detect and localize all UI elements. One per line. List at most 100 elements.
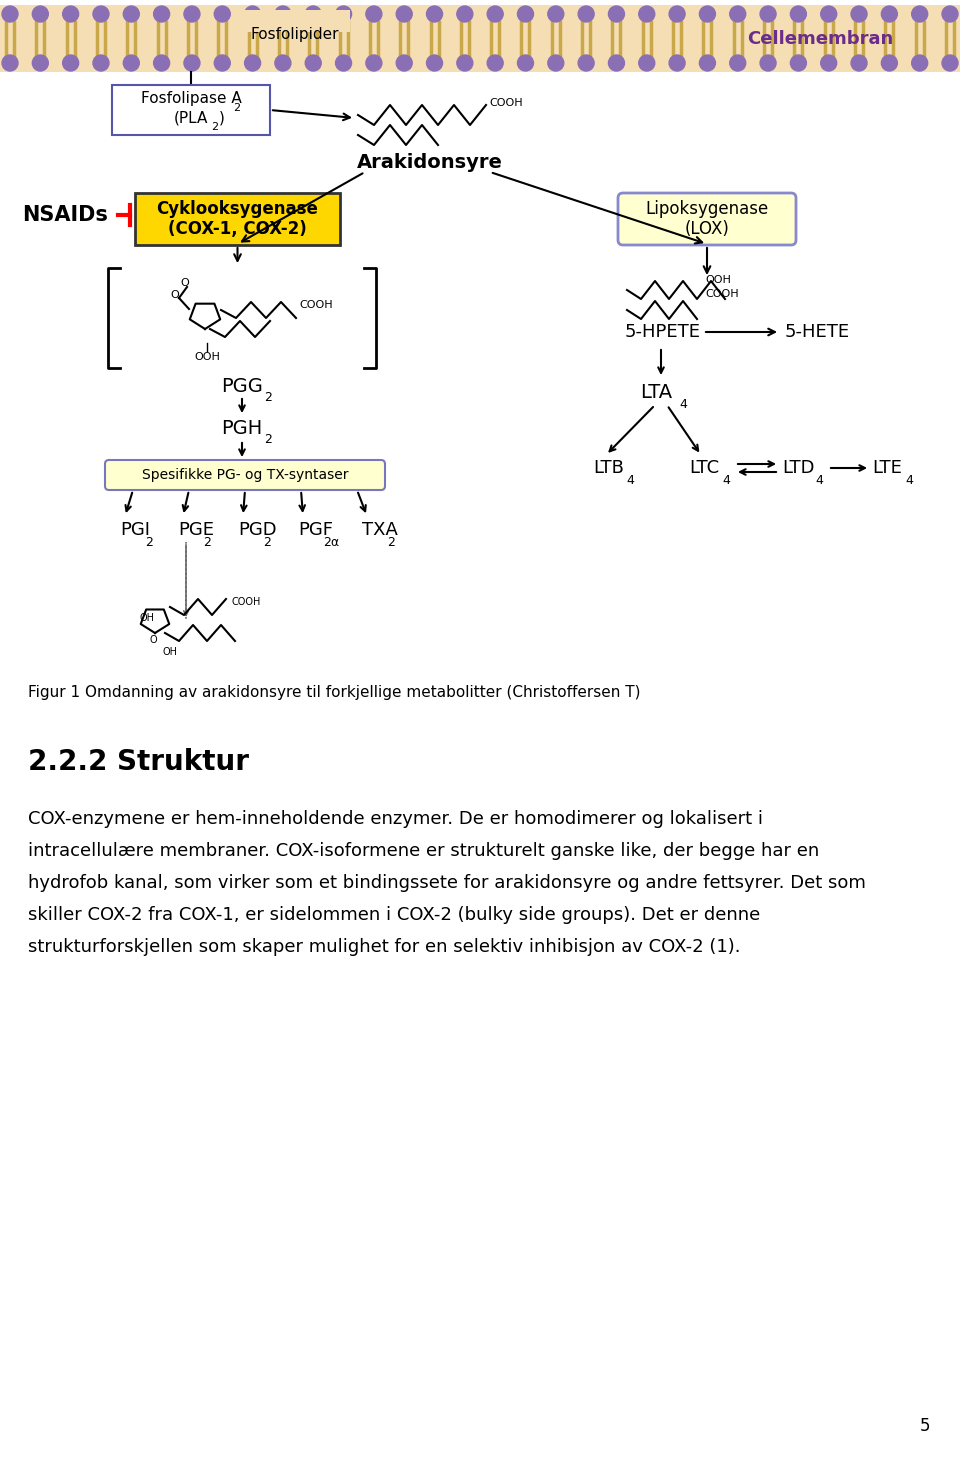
Circle shape (517, 56, 534, 72)
Circle shape (366, 6, 382, 22)
Text: 2: 2 (233, 102, 240, 113)
Circle shape (184, 56, 200, 72)
Text: PGF: PGF (298, 520, 333, 539)
Text: O: O (149, 635, 156, 645)
Circle shape (669, 6, 685, 22)
Circle shape (62, 6, 79, 22)
Text: 4: 4 (626, 474, 634, 487)
Circle shape (93, 6, 109, 22)
Text: skiller COX-2 fra COX-1, er sidelommen i COX-2 (bulky side groups). Det er denne: skiller COX-2 fra COX-1, er sidelommen i… (28, 906, 760, 924)
Text: COOH: COOH (705, 289, 738, 300)
Circle shape (305, 56, 322, 72)
Text: PGI: PGI (120, 520, 150, 539)
Circle shape (245, 56, 260, 72)
Text: 2: 2 (146, 537, 154, 550)
Text: 2: 2 (264, 433, 272, 446)
Circle shape (426, 6, 443, 22)
Circle shape (790, 56, 806, 72)
Text: (COX-1, COX-2): (COX-1, COX-2) (168, 219, 307, 238)
Circle shape (426, 56, 443, 72)
Text: 2: 2 (204, 537, 211, 550)
Circle shape (760, 6, 776, 22)
Text: PGG: PGG (221, 377, 263, 396)
Circle shape (457, 6, 473, 22)
Circle shape (245, 6, 260, 22)
Text: 2: 2 (211, 121, 218, 132)
Circle shape (609, 56, 624, 72)
Circle shape (184, 6, 200, 22)
Circle shape (578, 6, 594, 22)
Text: 2: 2 (264, 390, 272, 404)
Circle shape (821, 6, 837, 22)
Circle shape (942, 6, 958, 22)
Circle shape (396, 6, 412, 22)
Circle shape (881, 6, 898, 22)
Circle shape (881, 56, 898, 72)
Text: Fosfolipase A: Fosfolipase A (140, 92, 241, 107)
Text: O: O (180, 278, 189, 288)
Circle shape (305, 6, 322, 22)
Circle shape (93, 56, 109, 72)
Circle shape (851, 56, 867, 72)
Text: intracellulære membraner. COX-isoformene er strukturelt ganske like, der begge h: intracellulære membraner. COX-isoformene… (28, 842, 819, 860)
Text: 4: 4 (905, 474, 913, 487)
Text: Spesifikke PG- og TX-syntaser: Spesifikke PG- og TX-syntaser (142, 468, 348, 482)
Circle shape (790, 6, 806, 22)
FancyBboxPatch shape (135, 193, 340, 246)
Text: (LOX): (LOX) (684, 219, 730, 238)
Text: 4: 4 (815, 474, 823, 487)
Text: TXA: TXA (362, 520, 397, 539)
Text: LTC: LTC (689, 459, 719, 477)
Text: strukturforskjellen som skaper mulighet for en selektiv inhibisjon av COX-2 (1).: strukturforskjellen som skaper mulighet … (28, 939, 740, 956)
Text: COOH: COOH (231, 596, 260, 607)
Text: PGH: PGH (222, 418, 263, 437)
Circle shape (396, 56, 412, 72)
Circle shape (214, 6, 230, 22)
Text: LTA: LTA (640, 383, 672, 402)
Text: hydrofob kanal, som virker som et bindingssete for arakidonsyre og andre fettsyr: hydrofob kanal, som virker som et bindin… (28, 874, 866, 892)
Text: COOH: COOH (489, 98, 522, 108)
Text: COX-enzymene er hem-inneholdende enzymer. De er homodimerer og lokalisert i: COX-enzymene er hem-inneholdende enzymer… (28, 810, 763, 827)
FancyBboxPatch shape (105, 461, 385, 490)
Text: OH: OH (139, 613, 154, 623)
Circle shape (821, 56, 837, 72)
Circle shape (62, 56, 79, 72)
Text: Figur 1 Omdanning av arakidonsyre til forkjellige metabolitter (Christoffersen T: Figur 1 Omdanning av arakidonsyre til fo… (28, 686, 640, 700)
Circle shape (548, 56, 564, 72)
Text: Cellemembran: Cellemembran (747, 29, 893, 47)
Text: LTB: LTB (593, 459, 624, 477)
Circle shape (609, 6, 624, 22)
Circle shape (336, 6, 351, 22)
Circle shape (700, 6, 715, 22)
Text: 5: 5 (920, 1417, 930, 1436)
Text: 4: 4 (679, 398, 686, 411)
Text: NSAIDs: NSAIDs (22, 205, 108, 225)
Circle shape (669, 56, 685, 72)
Text: (PLA: (PLA (174, 111, 208, 126)
Circle shape (548, 6, 564, 22)
Circle shape (760, 56, 776, 72)
Circle shape (487, 6, 503, 22)
Circle shape (700, 56, 715, 72)
Circle shape (275, 56, 291, 72)
Circle shape (851, 6, 867, 22)
Circle shape (912, 6, 927, 22)
Circle shape (517, 6, 534, 22)
FancyBboxPatch shape (240, 10, 350, 32)
Circle shape (730, 6, 746, 22)
Text: 2: 2 (388, 537, 396, 550)
FancyBboxPatch shape (618, 193, 796, 246)
Text: OH: OH (162, 648, 178, 656)
Text: Fosfolipider: Fosfolipider (251, 26, 339, 42)
Text: 2: 2 (263, 537, 272, 550)
Text: PGE: PGE (178, 520, 214, 539)
Text: COOH: COOH (299, 300, 332, 310)
Text: 5-HPETE: 5-HPETE (625, 323, 701, 341)
Circle shape (2, 6, 18, 22)
Circle shape (487, 56, 503, 72)
Circle shape (123, 6, 139, 22)
FancyBboxPatch shape (112, 85, 270, 135)
Circle shape (578, 56, 594, 72)
Circle shape (912, 56, 927, 72)
Text: OOH: OOH (194, 352, 220, 363)
